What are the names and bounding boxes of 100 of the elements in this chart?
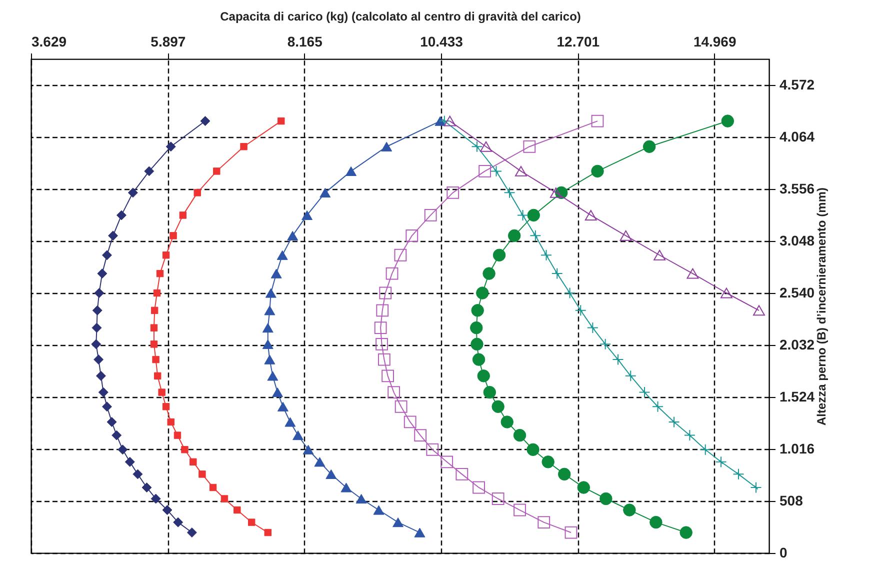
point — [414, 528, 426, 538]
x-tick-label: 3.629 — [32, 34, 67, 50]
point — [652, 400, 664, 412]
point — [504, 186, 516, 198]
point — [492, 492, 504, 505]
point — [340, 482, 352, 492]
point — [650, 516, 662, 529]
point — [209, 484, 217, 492]
point — [287, 230, 298, 240]
point — [234, 506, 241, 514]
point — [732, 468, 744, 480]
point — [173, 517, 184, 528]
point — [721, 114, 734, 128]
point — [98, 387, 108, 398]
point — [540, 249, 552, 261]
point — [440, 456, 454, 468]
x-tick-label: 14.969 — [693, 34, 736, 50]
point — [382, 370, 394, 382]
point — [326, 469, 337, 479]
point — [97, 268, 108, 279]
y-tick-label: 3.556 — [780, 180, 815, 196]
y-tick-label: 4.572 — [780, 76, 815, 92]
point — [94, 288, 104, 298]
y-tick-label: 2.540 — [780, 284, 815, 300]
point — [471, 140, 483, 152]
point — [167, 418, 174, 426]
point — [394, 400, 408, 413]
point — [128, 188, 138, 198]
point — [472, 481, 485, 494]
point — [262, 323, 274, 333]
point — [270, 268, 282, 278]
point — [292, 430, 304, 440]
point — [220, 495, 228, 502]
point — [720, 288, 732, 298]
point — [586, 322, 598, 334]
x-tick-label: 5.897 — [150, 34, 186, 50]
point — [198, 470, 206, 478]
point — [414, 429, 427, 442]
point — [320, 188, 331, 198]
point — [642, 140, 656, 153]
point — [240, 143, 248, 150]
point — [600, 492, 612, 506]
point — [477, 370, 490, 382]
point — [108, 230, 118, 241]
point — [564, 287, 576, 299]
point — [456, 468, 468, 480]
x-tick-label: 8.165 — [287, 34, 323, 50]
point — [302, 444, 314, 454]
point — [190, 458, 197, 466]
point — [346, 166, 357, 176]
point — [314, 457, 326, 467]
point — [158, 388, 166, 396]
point — [91, 339, 102, 350]
point — [492, 248, 506, 262]
point — [490, 165, 502, 177]
point — [446, 186, 460, 199]
point — [153, 289, 161, 297]
point — [624, 370, 636, 382]
point — [700, 444, 712, 456]
point — [267, 371, 278, 381]
point — [166, 142, 176, 152]
point — [179, 212, 187, 219]
point — [150, 324, 158, 332]
point — [106, 416, 117, 427]
point — [538, 516, 550, 528]
point — [514, 504, 526, 516]
point — [558, 468, 571, 481]
point — [680, 526, 692, 539]
point — [654, 250, 666, 260]
point — [381, 142, 392, 152]
point — [623, 504, 636, 516]
point — [154, 372, 162, 380]
point — [194, 189, 201, 196]
point — [124, 456, 135, 467]
point — [480, 141, 492, 152]
point — [200, 116, 210, 126]
point — [118, 444, 128, 455]
x-tick-label: 12.701 — [556, 34, 600, 50]
point — [470, 321, 483, 334]
point — [444, 116, 456, 126]
point — [523, 140, 536, 153]
point — [248, 518, 256, 526]
point — [404, 416, 416, 428]
y-tick-label: 0 — [780, 544, 788, 560]
point — [132, 469, 143, 480]
point — [356, 494, 367, 504]
point — [574, 304, 586, 316]
point — [471, 304, 484, 317]
point — [162, 505, 172, 515]
point — [620, 230, 632, 241]
point — [152, 356, 160, 364]
point — [264, 354, 276, 364]
point — [302, 210, 313, 220]
point — [264, 528, 272, 536]
point — [612, 354, 624, 366]
point — [424, 209, 437, 222]
point — [142, 482, 152, 492]
point — [116, 210, 126, 220]
point — [150, 494, 161, 504]
x-axis-title: Capacita di carico (kg) (calcolato al centro di gravità del carico) — [220, 10, 581, 24]
